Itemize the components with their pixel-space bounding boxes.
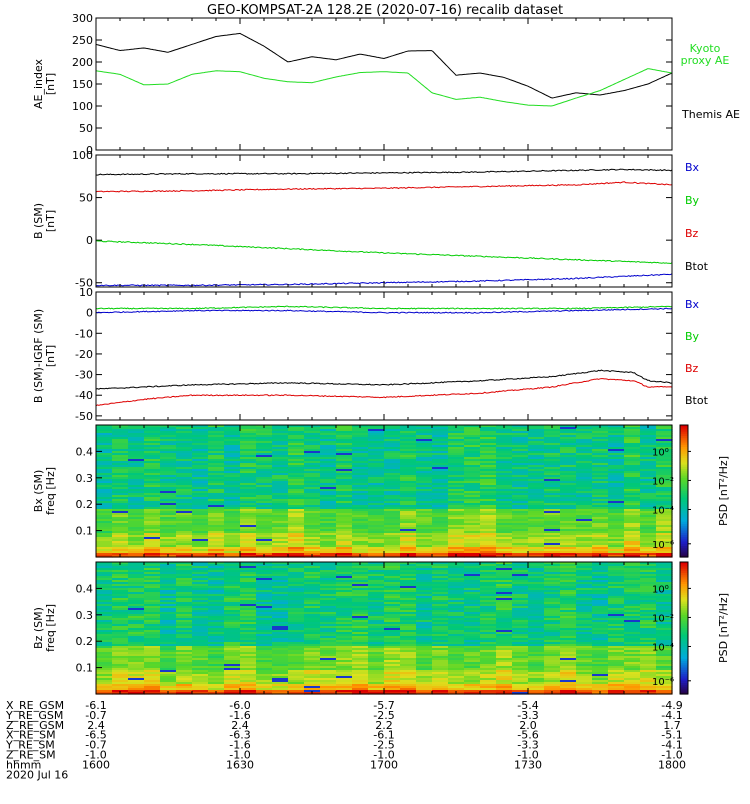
y-axis-label-line: [nT] — [44, 345, 57, 367]
series-line-by — [96, 306, 672, 309]
y-tick-label: 100 — [72, 100, 93, 113]
legend-entry: Btot — [685, 260, 709, 273]
y-tick-label: 100 — [72, 149, 93, 162]
panel-bzpsd: 0.10.20.30.4Bz (SM)freq [Hz]10⁰10⁻²10⁻⁴1… — [32, 562, 730, 695]
y-tick-label: 200 — [72, 56, 93, 69]
legend-entry: proxy AE — [681, 54, 730, 67]
y-tick-label: 0 — [86, 234, 93, 247]
y-axis-label: Bx (SM)freq [Hz] — [32, 467, 57, 515]
y-tick-label: 0.1 — [76, 525, 94, 538]
colorbar-tick-label: 10⁻⁴ — [652, 505, 674, 516]
colorbar-tick-label: 10⁻⁶ — [652, 540, 674, 551]
legend-entry: By — [685, 330, 700, 343]
panel-ae: 050100150200250300AE_index[nT]Kyotoproxy… — [32, 12, 740, 157]
y-tick-label: -50 — [75, 410, 93, 423]
colorbar-tick-label: 10⁻² — [652, 476, 674, 487]
y-tick-label: 300 — [72, 12, 93, 25]
y-axis-label: B (SM)-IGRF (SM)[nT] — [32, 309, 57, 403]
series-line-btot — [96, 169, 672, 175]
y-tick-label: 50 — [79, 192, 93, 205]
y-tick-label: 150 — [72, 78, 93, 91]
legend-entry: By — [685, 194, 700, 207]
series-line-themis-ae — [96, 33, 672, 98]
y-tick-label: -40 — [75, 389, 93, 402]
y-axis-label-line: [nT] — [44, 210, 57, 232]
legend-entry: Bz — [685, 362, 699, 375]
y-tick-label: 0.3 — [76, 472, 94, 485]
y-axis-label: AE_index[nT] — [32, 58, 57, 109]
legend-entry: Bz — [685, 227, 699, 240]
figure-title: GEO-KOMPSAT-2A 128.2E (2020-07-16) recal… — [207, 3, 563, 18]
panel-bxpsd: 0.1 0.2 0.3 0.4 Bx (SM)freq [Hz] 10⁰ 10⁻² 10⁻⁴ 1… — [32, 425, 730, 558]
y-tick-label: 250 — [72, 34, 93, 47]
y-tick-label: -20 — [75, 348, 93, 361]
series-line-bz — [96, 182, 672, 192]
y-tick-label: 10 — [79, 286, 93, 299]
y-tick-label: 0.2 — [76, 498, 94, 511]
legend-entry: Themis AE — [681, 108, 740, 121]
panel-bigrf: -50 -40 -30 -20 -10 0 10 B (SM)-IGRF (SM)[nT] Bx… — [32, 286, 709, 423]
legend-entry: Bx — [685, 298, 700, 311]
legend-entry: Btot — [685, 394, 709, 407]
plot-frame — [96, 18, 672, 150]
y-tick-label: -10 — [75, 327, 93, 340]
series-line-kyoto-proxy-ae — [96, 69, 672, 106]
colorbar-label: PSD [nT²/Hz] — [717, 456, 730, 526]
series-line-bz — [96, 379, 672, 406]
y-axis-label-line: [nT] — [44, 73, 57, 95]
y-tick-label: 50 — [79, 122, 93, 135]
y-tick-label: 0.4 — [76, 445, 94, 458]
y-tick-label: -30 — [75, 369, 93, 382]
legend-entry: Bx — [685, 161, 700, 174]
colorbar-tick-label: 10⁰ — [652, 447, 669, 458]
plot-frame — [96, 155, 672, 287]
y-axis-label-line: freq [Hz] — [44, 467, 57, 515]
y-tick-label: 0 — [86, 307, 93, 320]
series-line-by — [96, 241, 672, 264]
y-axis-label: B (SM)[nT] — [32, 203, 57, 239]
series-line-btot — [96, 370, 672, 389]
